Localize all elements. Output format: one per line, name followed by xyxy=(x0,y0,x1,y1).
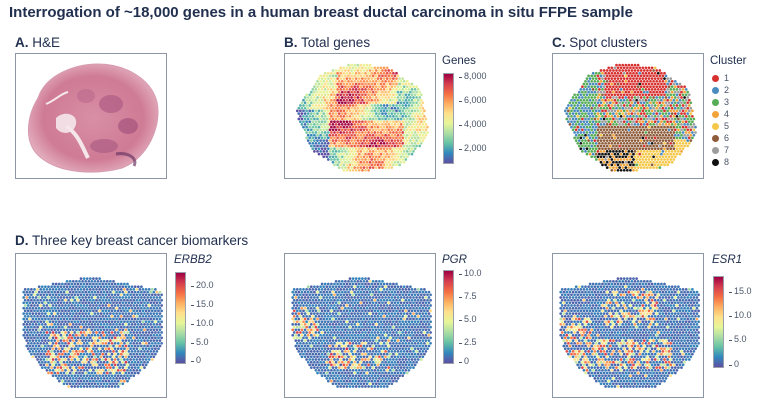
pgr-tick: 2.5 xyxy=(459,337,477,347)
genes-color-bar xyxy=(443,73,454,164)
cluster-legend-item: 6 xyxy=(712,133,729,144)
cluster-legend-item: 1 xyxy=(712,73,729,84)
cluster-legend-label: 6 xyxy=(724,133,730,143)
cluster-color-swatch xyxy=(712,122,719,130)
cluster-legend-label: 3 xyxy=(724,97,730,107)
cluster-legend-item: 3 xyxy=(712,97,729,108)
cluster-legend-label: 4 xyxy=(724,109,730,119)
cluster-color-swatch xyxy=(712,146,719,154)
cluster-legend-label: 7 xyxy=(724,145,730,155)
cluster-color-swatch xyxy=(712,134,719,142)
erbb2-color-bar xyxy=(175,272,186,364)
total-genes-spot-map xyxy=(284,53,436,179)
pgr-tick: 10.0 xyxy=(459,268,482,278)
erbb2-tick: 5.0 xyxy=(191,337,209,347)
pgr-spot-map xyxy=(284,253,436,398)
pgr-tick: 7.5 xyxy=(459,291,477,301)
genes-tick: 6,000 xyxy=(459,95,487,105)
cluster-color-swatch xyxy=(712,86,719,94)
erbb2-tick: 10.0 xyxy=(191,318,214,328)
cluster-color-swatch xyxy=(712,74,719,82)
pgr-tick: 0 xyxy=(458,356,470,366)
cluster-legend-item: 8 xyxy=(712,157,729,168)
esr1-tick: 15.0 xyxy=(729,286,752,296)
erbb2-spot-map xyxy=(15,253,167,398)
cluster-legend-label: 8 xyxy=(724,157,730,167)
cluster-legend-label: 2 xyxy=(724,85,730,95)
panel-b-label: B. Total genes xyxy=(284,35,371,50)
pgr-tick: 5.0 xyxy=(459,314,477,324)
pgr-scale-title: PGR xyxy=(442,254,467,266)
esr1-tick: 0 xyxy=(728,359,740,369)
genes-tick: 8,000 xyxy=(459,71,487,81)
cluster-color-swatch xyxy=(712,158,719,166)
esr1-tick: 5.0 xyxy=(729,334,747,344)
genes-tick: 2,000 xyxy=(459,143,487,153)
cluster-legend-item: 2 xyxy=(712,85,729,96)
panel-d-label: D. Three key breast cancer biomarkers xyxy=(15,233,249,248)
cluster-color-swatch xyxy=(712,110,719,118)
esr1-color-bar xyxy=(713,276,724,368)
panel-a-label: A. H&E xyxy=(15,35,61,50)
genes-tick: 4,000 xyxy=(459,119,487,129)
cluster-color-swatch xyxy=(712,98,719,106)
pgr-color-bar xyxy=(443,270,454,364)
cluster-legend-label: 1 xyxy=(724,73,730,83)
figure-title: Interrogation of ~18,000 genes in a huma… xyxy=(9,4,633,21)
genes-scale-title: Genes xyxy=(442,55,476,67)
he-stain-image xyxy=(15,53,167,179)
cluster-legend-label: 5 xyxy=(724,121,730,131)
esr1-tick: 10.0 xyxy=(729,310,752,320)
cluster-legend-item: 7 xyxy=(712,145,729,156)
panel-c-label: C. Spot clusters xyxy=(552,35,648,50)
cluster-legend-item: 5 xyxy=(712,121,729,132)
erbb2-tick: 20.0 xyxy=(191,280,214,290)
cluster-legend-title: Cluster xyxy=(710,55,747,67)
erbb2-scale-title: ERBB2 xyxy=(174,254,212,266)
spot-clusters-map xyxy=(552,53,704,179)
he-tissue-section xyxy=(27,63,159,173)
esr1-spot-map xyxy=(552,253,704,398)
erbb2-tick: 15.0 xyxy=(191,299,214,309)
esr1-scale-title: ESR1 xyxy=(712,254,743,266)
cluster-legend-item: 4 xyxy=(712,109,729,120)
erbb2-tick: 0 xyxy=(190,355,202,365)
